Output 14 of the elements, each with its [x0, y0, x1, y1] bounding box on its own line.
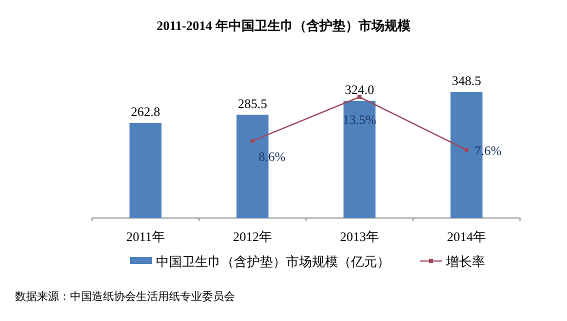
chart-title: 2011-2014 年中国卫生巾（含护垫）市场规模 — [156, 18, 410, 33]
source-note: 数据来源：中国造纸协会生活用纸专业委员会 — [15, 290, 235, 303]
bar — [130, 122, 162, 218]
data-label: 285.5 — [238, 96, 268, 111]
legend-label: 增长率 — [445, 254, 485, 269]
x-tick-label: 2012年 — [233, 229, 272, 244]
x-tick-label: 2014年 — [447, 229, 486, 244]
data-label: 324.0 — [344, 82, 374, 97]
bar — [344, 100, 376, 218]
data-label: 262.8 — [130, 104, 160, 119]
data-label: 348.5 — [452, 73, 482, 88]
x-tick-label: 2011年 — [126, 229, 165, 244]
x-tick-label: 2013年 — [340, 229, 379, 244]
legend-label: 中国卫生巾（含护垫）市场规模（亿元） — [156, 254, 390, 269]
